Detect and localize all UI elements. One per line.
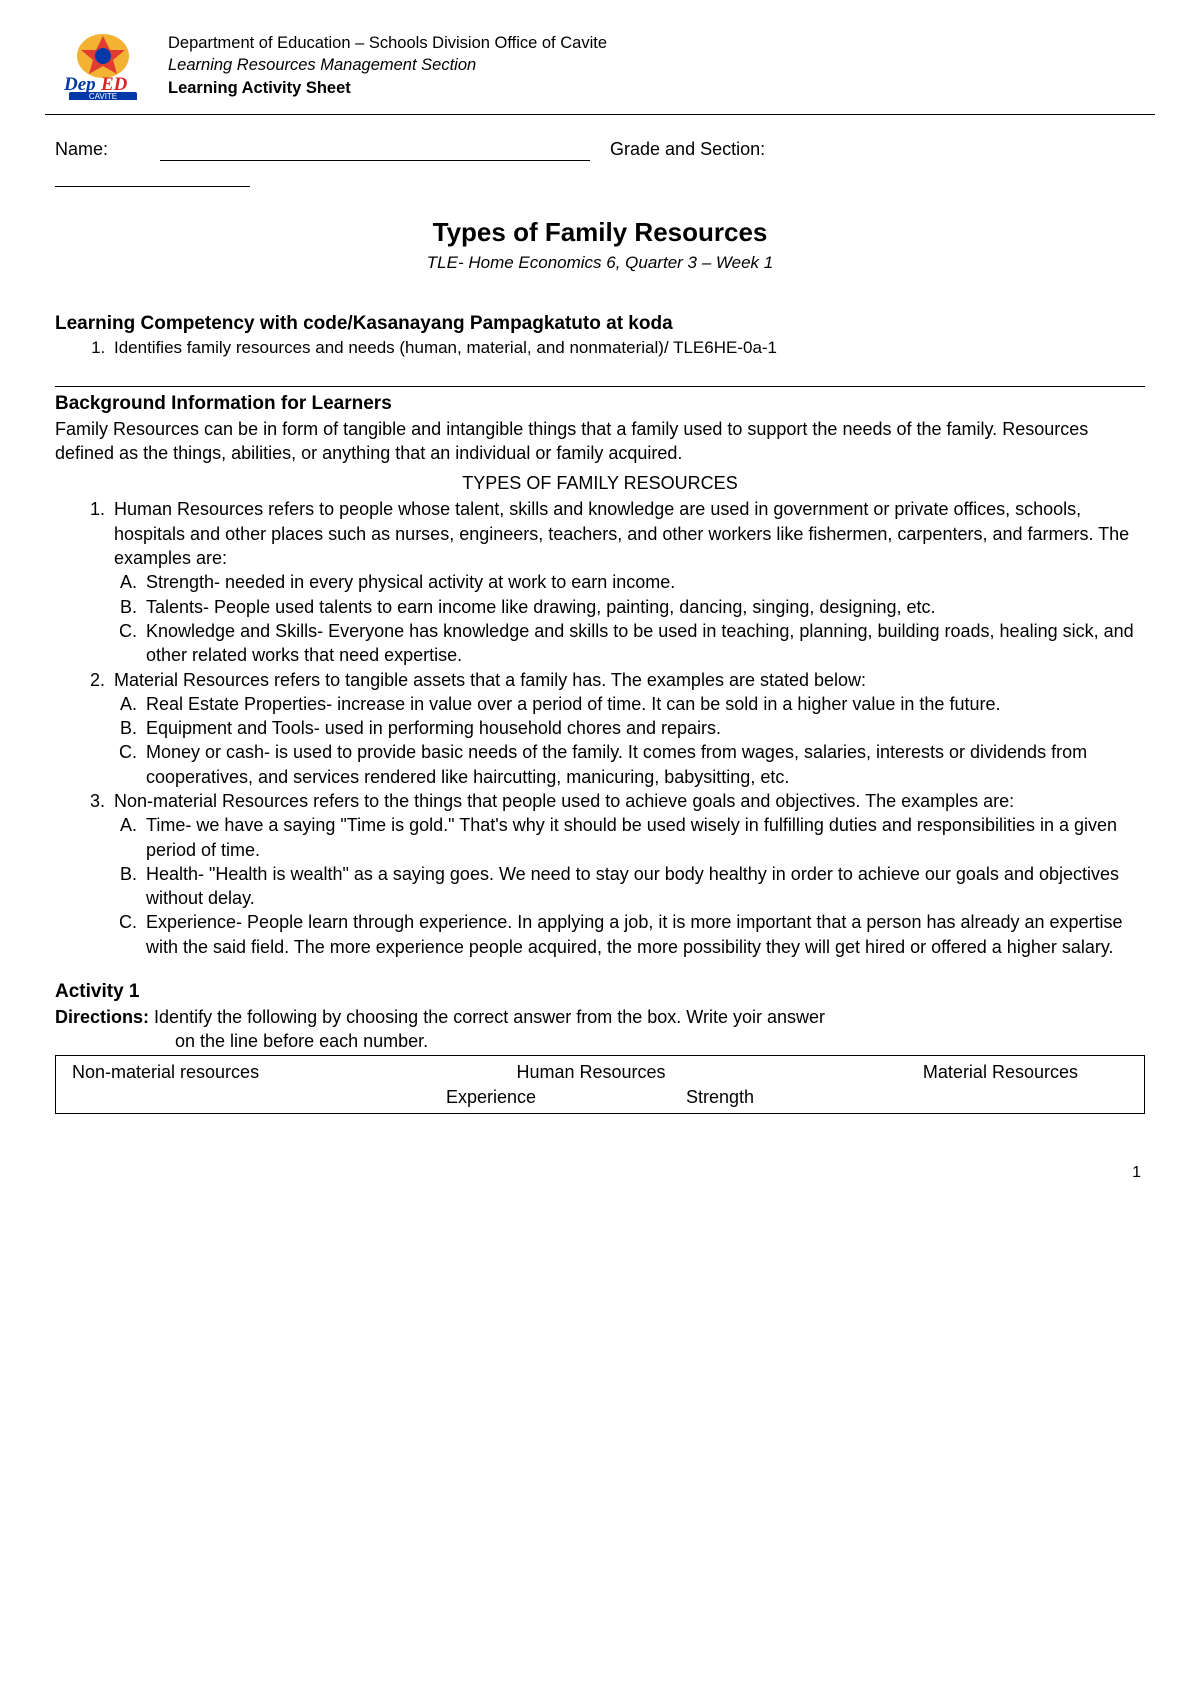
background-heading: Background Information for Learners [55,391,1145,417]
competency-heading: Learning Competency with code/Kasanayang… [55,311,1145,337]
background-intro: Family Resources can be in form of tangi… [55,417,1145,466]
sub-item: Strength- needed in every physical activ… [142,570,1145,594]
sub-item: Experience- People learn through experie… [142,910,1145,959]
page-title: Types of Family Resources [55,215,1145,250]
choice-item: Strength [686,1085,754,1109]
sub-item: Real Estate Properties- increase in valu… [142,692,1145,716]
header-sheet-title: Learning Activity Sheet [168,77,607,99]
header-dept: Department of Education – Schools Divisi… [168,32,607,54]
sub-item: Health- "Health is wealth" as a saying g… [142,862,1145,911]
page-subtitle: TLE- Home Economics 6, Quarter 3 – Week … [55,252,1145,275]
header-section: Learning Resources Management Section [168,54,607,76]
header-text-block: Department of Education – Schools Divisi… [168,30,607,99]
competency-item: Identifies family resources and needs (h… [110,337,1145,360]
deped-logo: Dep ED CAVITE [55,30,150,100]
list-item-text: Non-material Resources refers to the thi… [114,791,1014,811]
choice-item: Non-material resources [72,1060,259,1084]
grade-section-label: Grade and Section: [610,137,765,161]
list-item-text: Human Resources refers to people whose t… [114,499,1129,568]
header-divider [45,114,1155,115]
competency-list: Identifies family resources and needs (h… [55,337,1145,360]
sub-item: Talents- People used talents to earn inc… [142,595,1145,619]
sub-item: Equipment and Tools- used in performing … [142,716,1145,740]
directions-label: Directions: [55,1007,149,1027]
name-grade-row: Name: Grade and Section: [55,137,1145,161]
svg-text:CAVITE: CAVITE [89,92,117,100]
section-divider-1 [55,386,1145,387]
grade-blank-line[interactable] [55,165,250,187]
sub-list: Time- we have a saying "Time is gold." T… [114,813,1145,959]
directions-text: Identify the following by choosing the c… [149,1007,825,1027]
page-number: 1 [55,1162,1145,1184]
directions-continuation: on the line before each number. [55,1029,1145,1053]
box-row: Experience Strength [62,1085,1138,1109]
activity-heading: Activity 1 [55,979,1145,1005]
sub-item: Knowledge and Skills- Everyone has knowl… [142,619,1145,668]
activity-directions: Directions: Identify the following by ch… [55,1005,1145,1029]
choice-item: Human Resources [516,1060,665,1084]
sub-item: Time- we have a saying "Time is gold." T… [142,813,1145,862]
document-header: Dep ED CAVITE Department of Education – … [55,30,1145,100]
types-list: Human Resources refers to people whose t… [55,497,1145,959]
types-header: TYPES OF FAMILY RESOURCES [55,471,1145,495]
list-item: Human Resources refers to people whose t… [110,497,1145,667]
list-item: Material Resources refers to tangible as… [110,668,1145,789]
choice-item: Experience [446,1085,536,1109]
answer-choices-box: Non-material resources Human Resources M… [55,1055,1145,1114]
sub-list: Real Estate Properties- increase in valu… [114,692,1145,789]
sub-item: Money or cash- is used to provide basic … [142,740,1145,789]
title-block: Types of Family Resources TLE- Home Econ… [55,215,1145,275]
name-label: Name: [55,137,108,161]
list-item: Non-material Resources refers to the thi… [110,789,1145,959]
name-blank-line[interactable] [160,141,590,161]
choice-item: Material Resources [923,1060,1078,1084]
sub-list: Strength- needed in every physical activ… [114,570,1145,667]
list-item-text: Material Resources refers to tangible as… [114,670,866,690]
box-row: Non-material resources Human Resources M… [62,1060,1138,1084]
